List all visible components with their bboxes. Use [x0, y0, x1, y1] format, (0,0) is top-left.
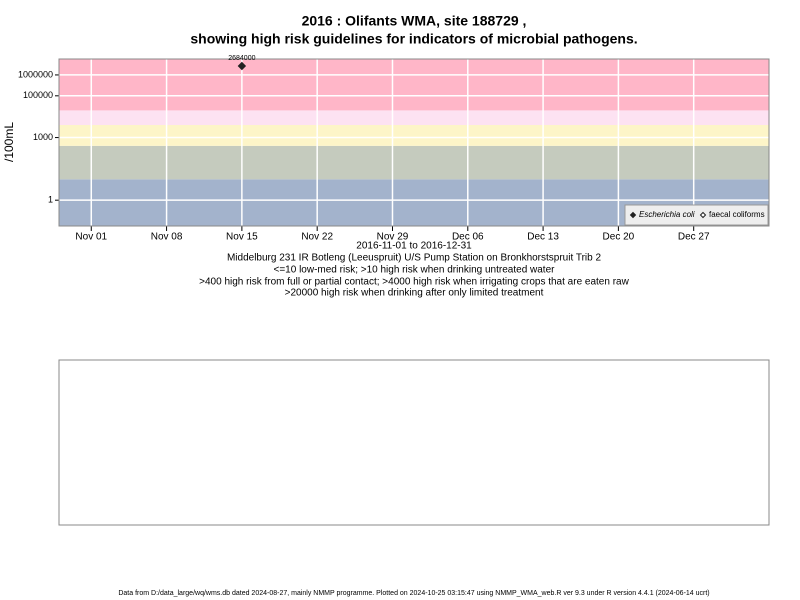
y-axis-label: /100mL — [2, 122, 16, 162]
legend-marker — [699, 211, 707, 219]
x-tick-label: Nov 01 — [75, 232, 107, 243]
plot-frame — [58, 58, 770, 227]
x-tick-label: Nov 08 — [151, 232, 183, 243]
risk-band — [59, 59, 769, 111]
note: <=10 low-med risk; >10 high risk when dr… — [274, 265, 556, 276]
footer: Data from D:/data_large/wq/wms.db dated … — [118, 590, 709, 597]
x-tick-label: Nov 22 — [301, 232, 333, 243]
y-tick-label: 1000000 — [18, 69, 53, 79]
x-tick-label: Nov 29 — [377, 232, 409, 243]
x-tick-label: Dec 27 — [678, 232, 710, 243]
legend-box — [624, 204, 769, 226]
x-tick-label: Dec 06 — [452, 232, 484, 243]
empty-panel — [58, 359, 770, 526]
note: >20000 high risk when drinking after onl… — [285, 288, 544, 299]
risk-band — [59, 145, 769, 180]
chart-title: 2016 : Olifants WMA, site 188729 , — [302, 13, 527, 29]
y-tick-label: 1 — [48, 195, 53, 205]
x-tick-label: Nov 15 — [226, 232, 258, 243]
legend-label: Escherichia coli — [639, 210, 695, 219]
point — [237, 61, 247, 71]
note: >400 high risk from full or partial cont… — [199, 277, 629, 288]
y-tick-label: 100000 — [23, 90, 53, 100]
y-tick-label: 1000 — [33, 132, 53, 142]
x-tick-label: Dec 20 — [603, 232, 635, 243]
x-tick-label: Dec 13 — [527, 232, 559, 243]
risk-band — [59, 110, 769, 125]
risk-band — [59, 124, 769, 146]
legend-label: faecal coliforms — [709, 210, 765, 219]
note: Middelburg 231 IR Botleng (Leeuspruit) U… — [227, 253, 602, 264]
legend-marker — [629, 211, 637, 219]
x-axis-label: 2016-11-01 to 2016-12-31 — [356, 241, 472, 252]
data-label: 2684000 — [228, 55, 255, 62]
chart-subtitle: showing high risk guidelines for indicat… — [190, 31, 637, 47]
